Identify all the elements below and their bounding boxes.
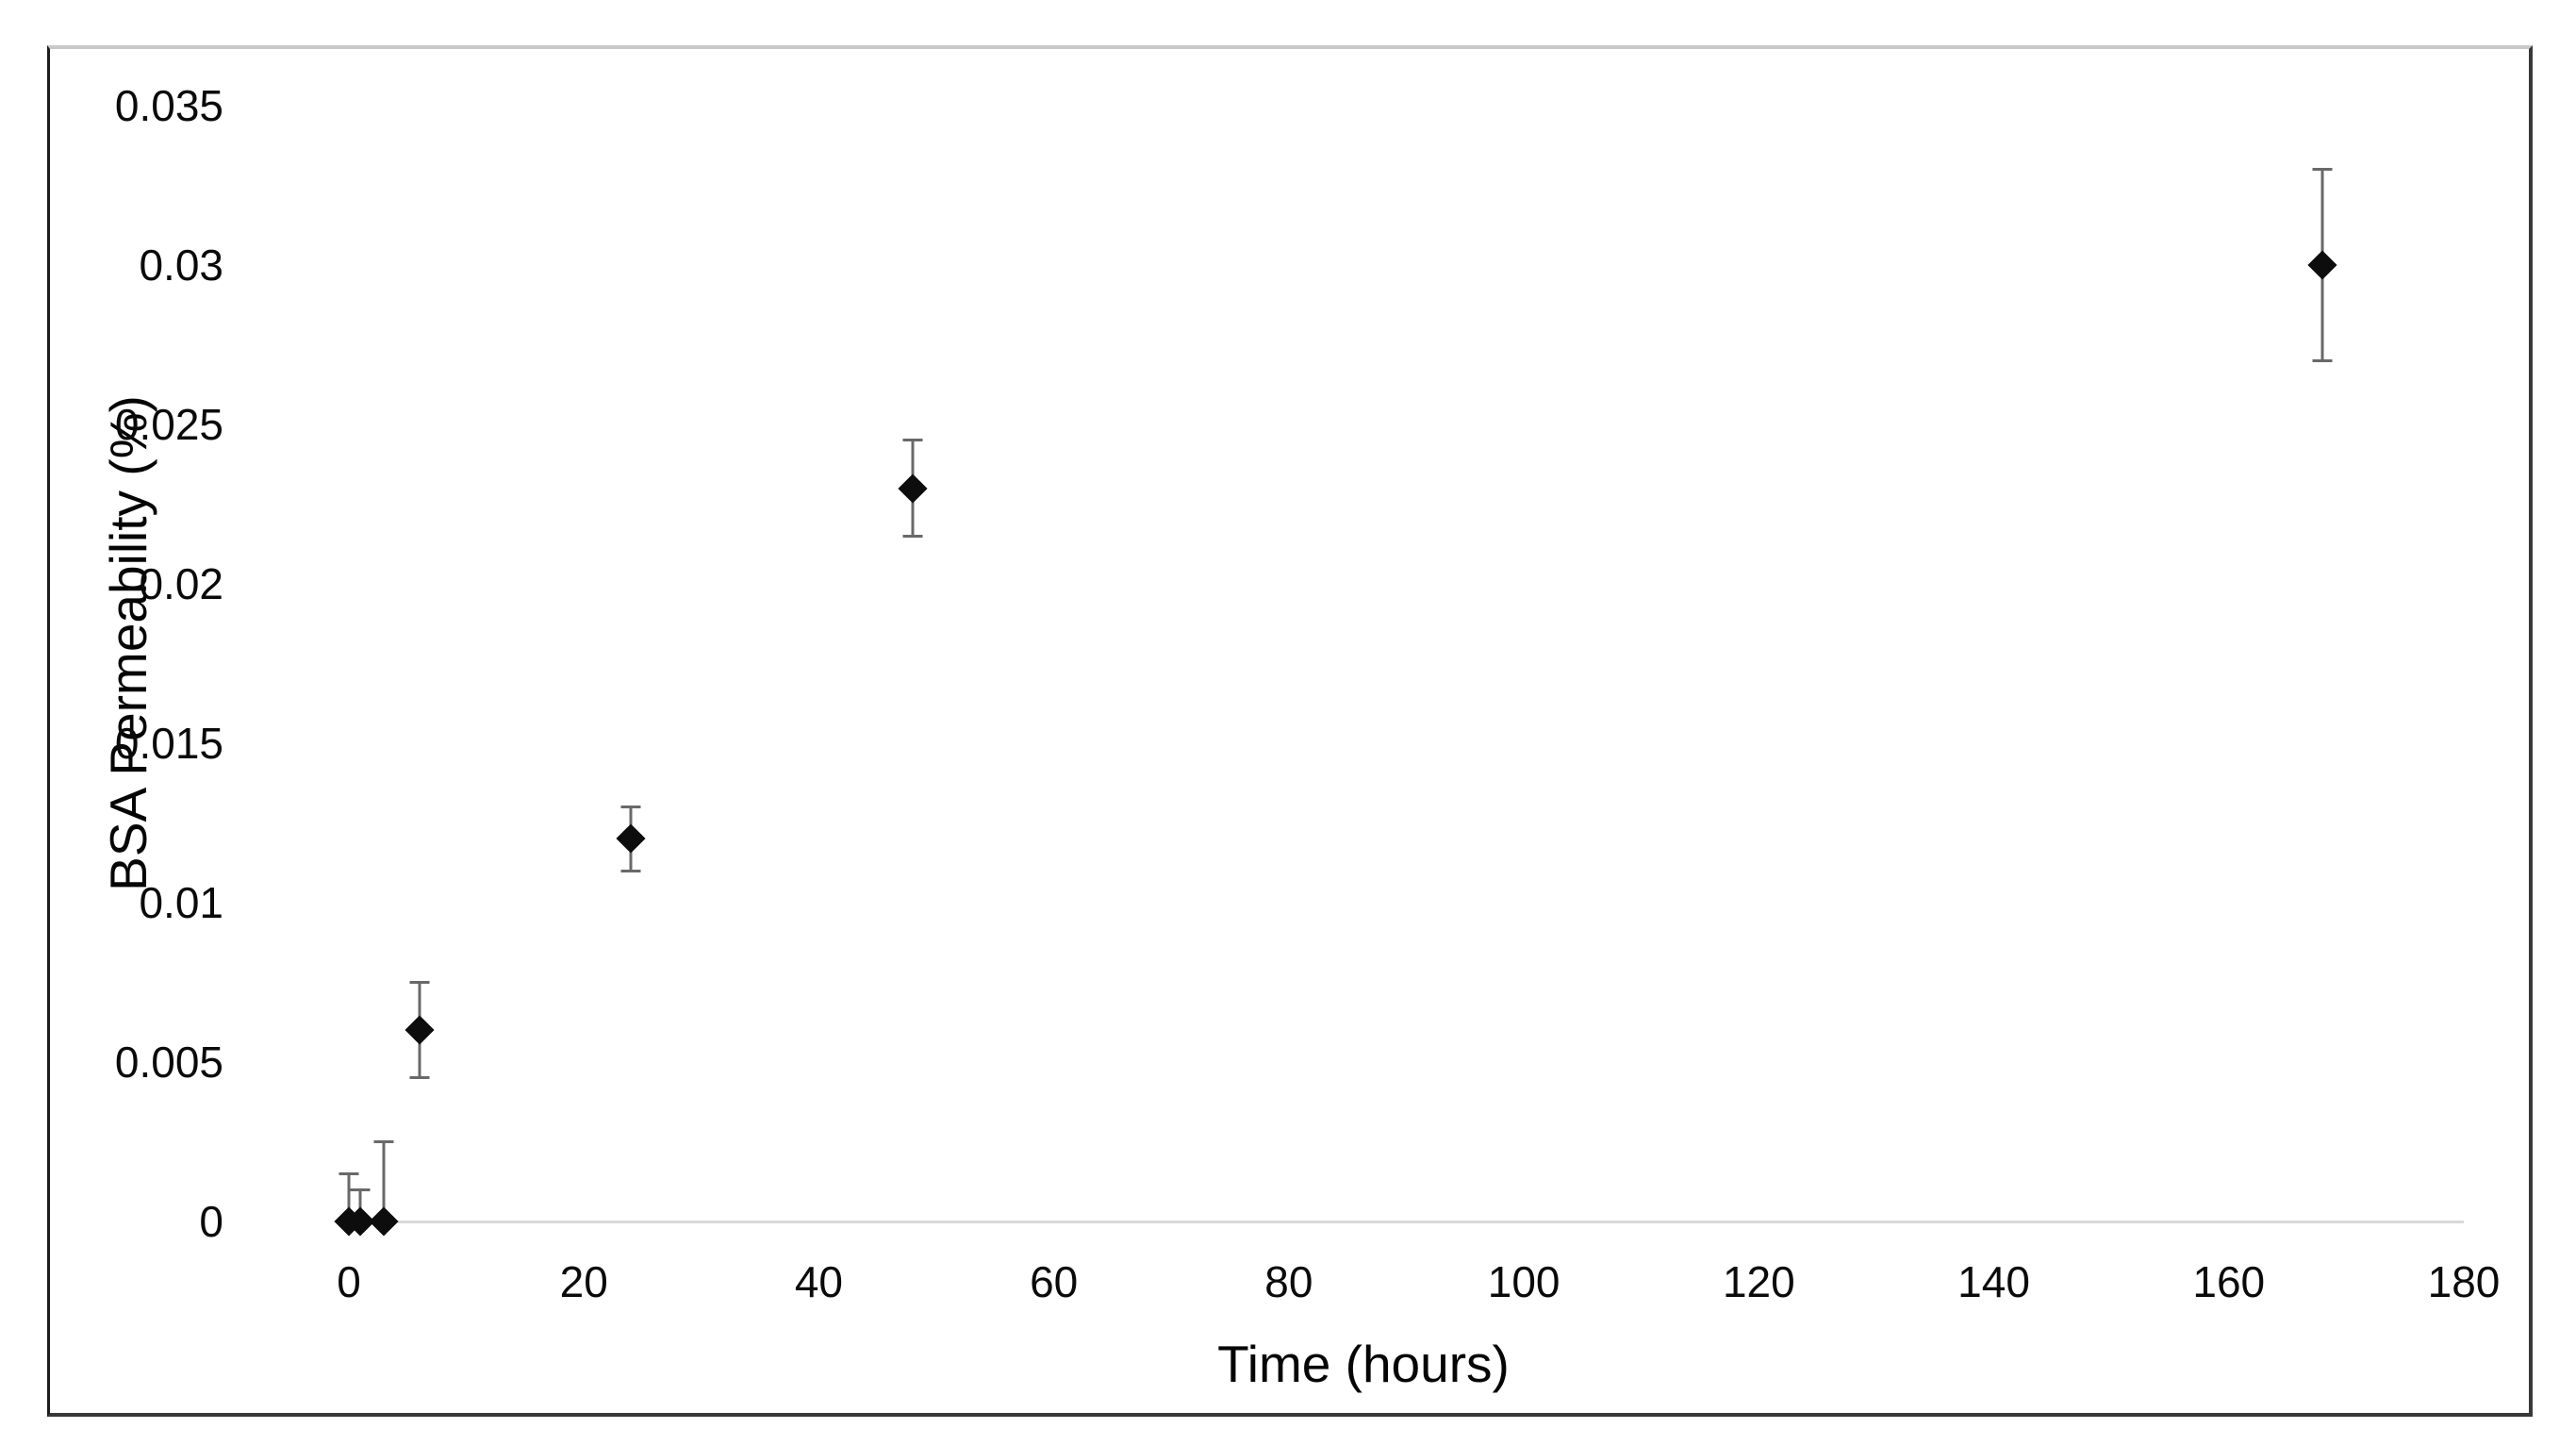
y-axis-tick-label: 0.035 [114, 81, 223, 130]
y-axis-tick-label: 0.03 [139, 241, 223, 290]
x-axis-tick-label: 180 [2427, 1257, 2501, 1306]
error-bar-top-cap [409, 981, 430, 984]
x-axis-tick-label: 60 [1030, 1257, 1079, 1306]
error-bar-top-cap [373, 1140, 394, 1143]
error-bar-top-cap [350, 1188, 371, 1191]
error-bar-top-cap [902, 439, 923, 442]
error-bar [347, 1173, 351, 1221]
x-axis-tick-label: 20 [559, 1257, 608, 1306]
error-bar-top-cap [339, 1171, 359, 1175]
y-axis-tick-label: 0.005 [114, 1038, 223, 1087]
x-axis-tick-label: 120 [1722, 1257, 1795, 1306]
x-axis-title: Time (hours) [1217, 1335, 1510, 1393]
x-axis-tick-label: 100 [1487, 1257, 1560, 1306]
x-axis-tick-label: 160 [2192, 1257, 2266, 1306]
error-bar-top-cap [620, 806, 641, 809]
error-bar [358, 1189, 362, 1221]
x-axis-tick-label: 0 [337, 1257, 361, 1306]
y-axis-tick-label: 0.015 [114, 719, 223, 768]
y-axis-tick-label: 0 [199, 1197, 223, 1246]
error-bar-bottom-cap [620, 869, 641, 872]
error-bar-bottom-cap [902, 534, 923, 538]
x-axis-tick-label: 140 [1957, 1257, 2030, 1306]
y-axis-tick-label: 0.01 [139, 878, 223, 927]
error-bar-top-cap [2312, 168, 2333, 172]
y-axis-title: BSA Permeability (%) [99, 395, 157, 891]
chart-frame [47, 45, 2533, 1417]
error-bar [382, 1141, 386, 1221]
x-axis-tick-label: 80 [1264, 1257, 1313, 1306]
error-bar-bottom-cap [409, 1076, 430, 1080]
error-bar-bottom-cap [2312, 358, 2333, 362]
y-axis-tick-label: 0.02 [139, 559, 223, 608]
y-axis-tick-label: 0.025 [114, 400, 223, 449]
x-axis-tick-label: 40 [794, 1257, 844, 1306]
x-axis-line [349, 1220, 2464, 1223]
